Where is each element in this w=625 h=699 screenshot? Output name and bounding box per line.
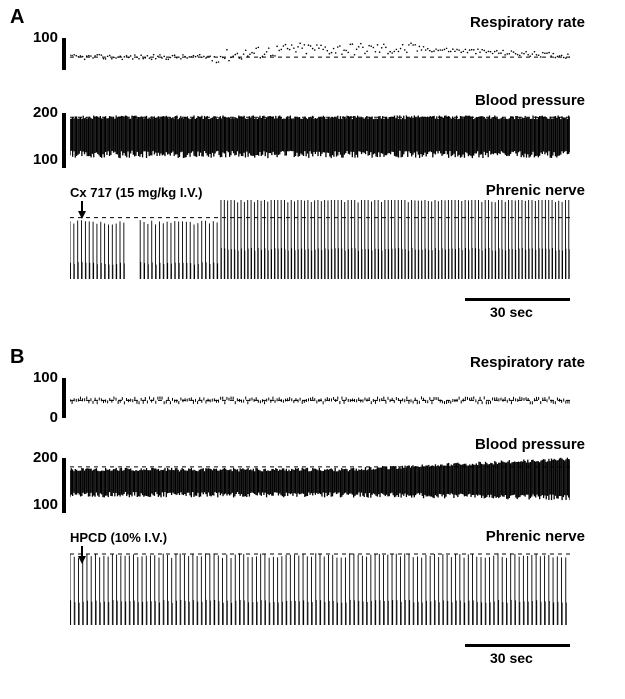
panel-label-B: B [10, 346, 24, 369]
axis-tick: 0 [10, 409, 58, 426]
injection-label: Cx 717 (15 mg/kg I.V.) [70, 185, 202, 200]
axis-tick: 200 [10, 104, 58, 121]
axis-tick: 100 [10, 29, 58, 46]
axis-tick: 100 [10, 369, 58, 386]
blood-pressure-trace [70, 108, 570, 173]
blood-pressure-title: Blood pressure [475, 92, 585, 109]
scalebar-label: 30 sec [490, 650, 533, 666]
axis-bar [62, 378, 66, 418]
resp-rate-title: Respiratory rate [470, 354, 585, 371]
phrenic-nerve-title: Phrenic nerve [486, 528, 585, 545]
panel-label-A: A [10, 6, 24, 29]
blood-pressure-trace [70, 452, 570, 517]
resp-rate-trace [70, 30, 570, 80]
axis-bar [62, 113, 66, 168]
phrenic-nerve-trace [70, 200, 570, 280]
axis-bar [62, 458, 66, 513]
axis-tick: 200 [10, 449, 58, 466]
axis-bar [62, 38, 66, 70]
scalebar-label: 30 sec [490, 304, 533, 320]
injection-label: HPCD (10% I.V.) [70, 530, 167, 545]
resp-rate-trace [70, 372, 570, 422]
blood-pressure-title: Blood pressure [475, 436, 585, 453]
phrenic-nerve-title: Phrenic nerve [486, 182, 585, 199]
axis-tick: 100 [10, 151, 58, 168]
phrenic-nerve-trace [70, 546, 570, 626]
axis-tick: 100 [10, 496, 58, 513]
resp-rate-title: Respiratory rate [470, 14, 585, 31]
figure-root: A Respiratory rate 100 Blood pressure 200 100… [0, 0, 625, 699]
scalebar [465, 298, 570, 301]
scalebar [465, 644, 570, 647]
